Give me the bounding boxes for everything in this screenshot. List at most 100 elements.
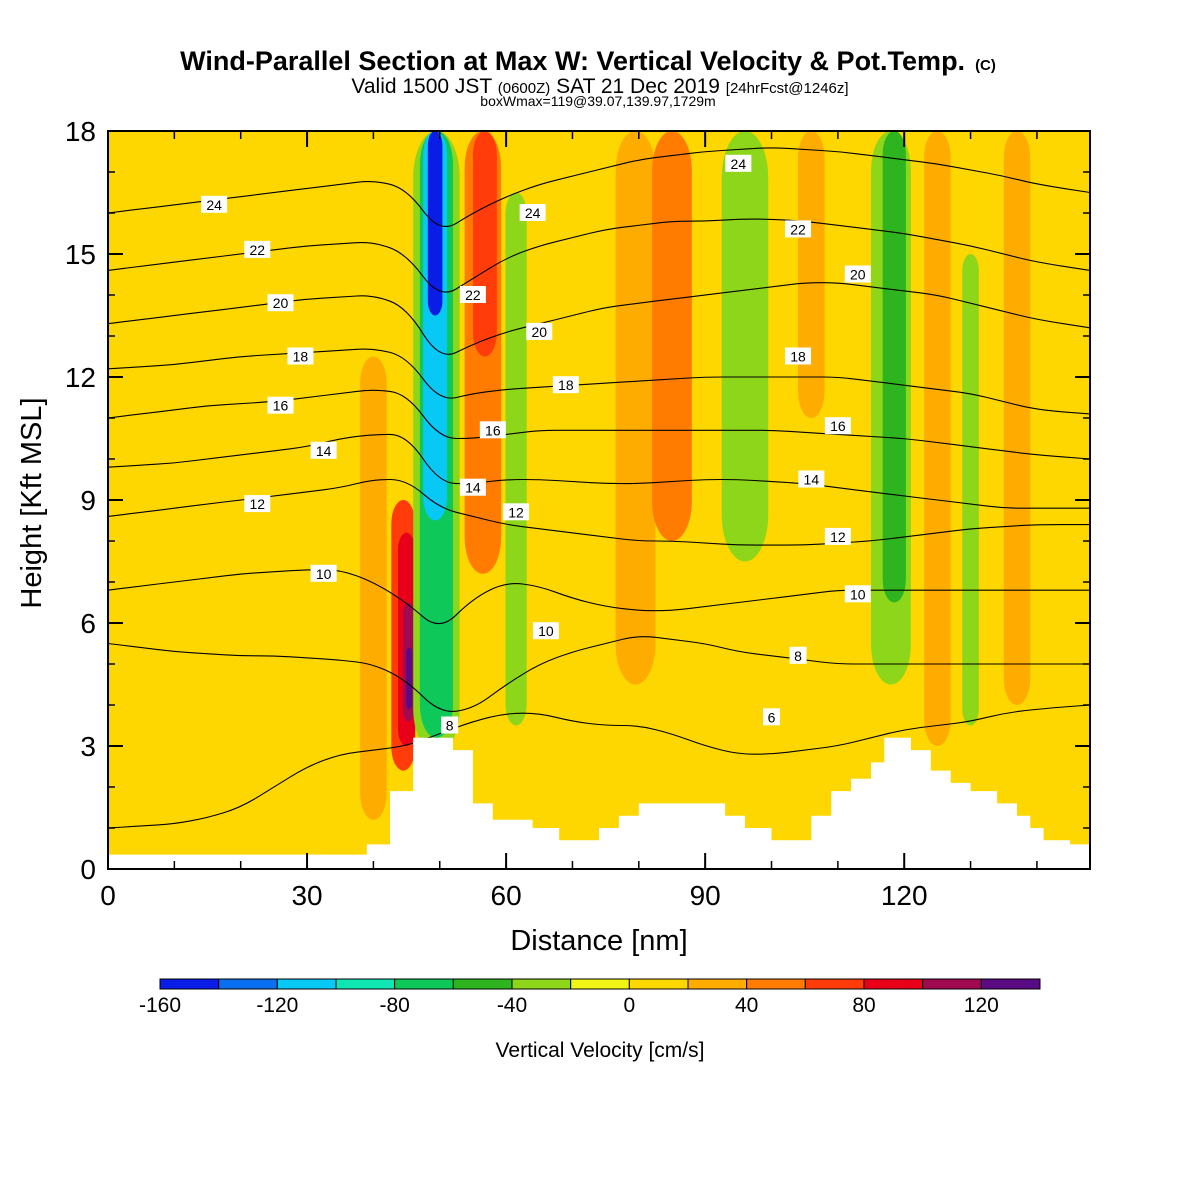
contour-label-value: 20 bbox=[273, 295, 289, 311]
contour-label-box bbox=[244, 495, 271, 513]
velocity-band bbox=[924, 131, 951, 746]
x-tick-label: 90 bbox=[690, 880, 721, 911]
terrain bbox=[108, 737, 1090, 869]
contour-label: 8 bbox=[441, 716, 459, 734]
velocity-band bbox=[798, 131, 825, 418]
contour-label: 18 bbox=[552, 376, 579, 394]
contour-label-box bbox=[789, 646, 807, 664]
contour-label-box bbox=[459, 286, 486, 303]
colorbar-swatch bbox=[746, 978, 806, 990]
contour-label: 12 bbox=[244, 495, 271, 513]
contour-label: 20 bbox=[267, 294, 294, 312]
contour-label-box bbox=[267, 294, 294, 312]
contour-label-box bbox=[844, 585, 871, 603]
colorbar-tick-label: -160 bbox=[139, 994, 181, 1017]
contour-label-box bbox=[503, 503, 530, 521]
contour-label-value: 16 bbox=[273, 398, 289, 414]
y-tick-label: 18 bbox=[65, 116, 96, 147]
contour-label-box bbox=[844, 265, 871, 283]
contour-label-box bbox=[526, 322, 553, 340]
chart-subtitle: Valid 1500 JST (0600Z) SAT 21 Dec 2019 [… bbox=[351, 75, 848, 98]
contour-label-box bbox=[479, 421, 506, 439]
title-mark: (C) bbox=[975, 57, 996, 74]
contour-label: 22 bbox=[785, 220, 812, 238]
contour-label-box bbox=[824, 527, 851, 545]
y-tick-label: 12 bbox=[65, 362, 96, 393]
contour-label: 14 bbox=[798, 470, 825, 488]
contour-label-box bbox=[725, 154, 752, 172]
y-axis-title: Height [Kft MSL] bbox=[16, 397, 48, 608]
contour-label-box bbox=[552, 376, 579, 394]
theta-contour-20 bbox=[108, 282, 1090, 355]
contour-label-value: 8 bbox=[446, 718, 454, 734]
contour-label: 10 bbox=[310, 564, 337, 582]
contour-label-box bbox=[459, 478, 486, 496]
x-axis: 0 30 60 90 120 bbox=[100, 131, 1038, 911]
contour-label-box bbox=[287, 347, 314, 365]
contour-label: 20 bbox=[526, 322, 553, 340]
x-axis-title: Distance [nm] bbox=[510, 925, 687, 957]
colorbar-tick-label: -80 bbox=[379, 994, 409, 1017]
contour-label-value: 20 bbox=[531, 324, 547, 340]
colorbar-swatch bbox=[218, 978, 278, 990]
x-tick-label: 0 bbox=[100, 880, 116, 911]
contour-label: 18 bbox=[287, 347, 314, 365]
contour-label-value: 18 bbox=[293, 349, 309, 365]
contour-label-box bbox=[763, 708, 781, 726]
contour-label: 16 bbox=[824, 417, 851, 435]
contour-label-value: 20 bbox=[850, 267, 866, 283]
colorbar-swatch bbox=[687, 978, 748, 990]
contour-label-value: 12 bbox=[508, 504, 524, 520]
x-tick-label: 30 bbox=[291, 880, 322, 911]
contour-label: 22 bbox=[244, 240, 271, 258]
theta-contour-8 bbox=[108, 636, 1090, 712]
colorbar-swatch bbox=[922, 978, 982, 990]
contour-label: 24 bbox=[201, 195, 228, 213]
contour-label-value: 22 bbox=[250, 242, 266, 258]
contour-label-value: 14 bbox=[465, 480, 481, 496]
x-tick-label: 60 bbox=[491, 880, 522, 911]
contour-label-value: 24 bbox=[525, 205, 541, 221]
contour-label-value: 24 bbox=[206, 197, 222, 213]
y-tick-label: 9 bbox=[80, 485, 96, 516]
contour-label: 12 bbox=[824, 527, 851, 545]
colorbar-tick-label: 120 bbox=[964, 994, 999, 1017]
colorbar-tick-label: 80 bbox=[852, 994, 875, 1017]
contour-label: 6 bbox=[763, 708, 781, 726]
theta-contour-16 bbox=[108, 389, 1090, 460]
colorbar-swatch bbox=[804, 978, 865, 990]
contour-label-box bbox=[441, 716, 459, 734]
contour-label: 14 bbox=[459, 478, 486, 496]
contour-label-box bbox=[785, 347, 812, 365]
y-axis: 0 3 6 9 12 15 18 bbox=[65, 116, 1090, 885]
colorbar-swatch bbox=[276, 978, 337, 990]
contour-label: 10 bbox=[844, 585, 871, 603]
velocity-band bbox=[721, 131, 769, 562]
colorbar-swatch bbox=[628, 978, 689, 990]
colorbar-swatch bbox=[335, 978, 396, 990]
contour-label-value: 6 bbox=[768, 709, 776, 725]
contour-label: 12 bbox=[503, 503, 530, 521]
contour-label-box bbox=[519, 204, 546, 221]
colorbar-swatch bbox=[511, 978, 572, 990]
theta-contour-6 bbox=[108, 704, 1090, 829]
colorbar-tick-label: -40 bbox=[497, 994, 527, 1017]
plot-area: 24 22 20 18 16 14 12 10 22 24 20 18 16 14 12 10 8 24 22 20 1… bbox=[107, 130, 1091, 870]
velocity-band bbox=[505, 192, 527, 726]
theta-contour-14 bbox=[108, 433, 1090, 509]
contour-label-value: 12 bbox=[250, 496, 266, 512]
chart-title: Wind-Parallel Section at Max W: Vertical… bbox=[180, 46, 996, 76]
contour-label-value: 8 bbox=[794, 648, 802, 664]
colorbar-swatch bbox=[980, 978, 1041, 990]
contour-label-value: 22 bbox=[465, 287, 481, 303]
contour-labels: 24 22 20 18 16 14 12 10 22 24 20 18 16 14 12 10 8 24 22 20 1… bbox=[201, 154, 871, 734]
contour-label: 10 bbox=[532, 622, 559, 640]
x-tick-label: 120 bbox=[881, 880, 928, 911]
contour-label-value: 22 bbox=[790, 221, 806, 237]
contour-label-value: 12 bbox=[830, 529, 846, 545]
velocity-band bbox=[615, 131, 656, 685]
y-tick-label: 6 bbox=[80, 608, 96, 639]
colorbar-tick-label: 0 bbox=[623, 994, 635, 1017]
contour-label-box bbox=[532, 622, 559, 640]
colorbar-swatch bbox=[863, 978, 924, 990]
